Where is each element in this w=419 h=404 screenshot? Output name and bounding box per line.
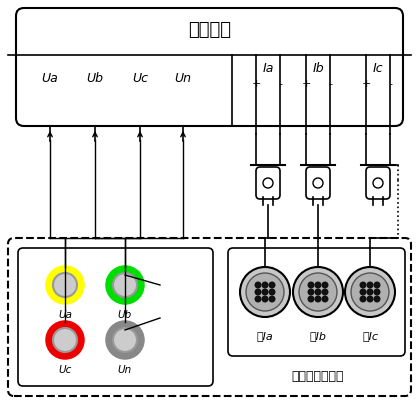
- Text: +: +: [361, 79, 371, 89]
- Circle shape: [360, 282, 366, 288]
- Circle shape: [240, 267, 290, 317]
- Circle shape: [299, 273, 337, 311]
- FancyBboxPatch shape: [306, 167, 330, 199]
- Circle shape: [53, 328, 77, 352]
- Text: Ub: Ub: [118, 310, 132, 320]
- Circle shape: [47, 267, 83, 303]
- Text: Ub: Ub: [86, 72, 103, 84]
- Text: Ua: Ua: [58, 310, 72, 320]
- FancyBboxPatch shape: [16, 8, 403, 126]
- Circle shape: [263, 178, 273, 188]
- Circle shape: [269, 289, 275, 295]
- FancyBboxPatch shape: [256, 167, 280, 199]
- Circle shape: [113, 273, 137, 297]
- Text: -: -: [388, 79, 392, 89]
- Circle shape: [262, 282, 268, 288]
- Text: 钓Ib: 钓Ib: [310, 331, 326, 341]
- Circle shape: [374, 289, 380, 295]
- Text: 被测设备: 被测设备: [189, 21, 232, 39]
- Text: Ia: Ia: [262, 61, 274, 74]
- FancyBboxPatch shape: [18, 248, 213, 386]
- FancyBboxPatch shape: [366, 167, 390, 199]
- FancyBboxPatch shape: [228, 248, 405, 356]
- Circle shape: [246, 273, 284, 311]
- Text: -: -: [328, 79, 332, 89]
- Circle shape: [360, 289, 366, 295]
- Circle shape: [315, 289, 321, 295]
- Circle shape: [269, 282, 275, 288]
- Circle shape: [315, 296, 321, 302]
- Circle shape: [308, 282, 314, 288]
- Circle shape: [322, 282, 328, 288]
- Text: Uc: Uc: [58, 365, 72, 375]
- Text: +: +: [301, 79, 310, 89]
- Text: 钓Ic: 钓Ic: [362, 331, 378, 341]
- Circle shape: [374, 296, 380, 302]
- Circle shape: [47, 322, 83, 358]
- FancyBboxPatch shape: [8, 238, 411, 396]
- Circle shape: [262, 296, 268, 302]
- Circle shape: [322, 296, 328, 302]
- Text: +: +: [251, 79, 261, 89]
- Text: Ua: Ua: [41, 72, 58, 84]
- Circle shape: [269, 296, 275, 302]
- Circle shape: [53, 273, 77, 297]
- Circle shape: [373, 178, 383, 188]
- Circle shape: [315, 282, 321, 288]
- Circle shape: [107, 267, 143, 303]
- Circle shape: [255, 289, 261, 295]
- Circle shape: [367, 282, 373, 288]
- Circle shape: [367, 289, 373, 295]
- Circle shape: [113, 328, 137, 352]
- Circle shape: [107, 322, 143, 358]
- Circle shape: [255, 282, 261, 288]
- Circle shape: [313, 178, 323, 188]
- Text: Uc: Uc: [132, 72, 148, 84]
- Text: Ib: Ib: [312, 61, 324, 74]
- Circle shape: [308, 296, 314, 302]
- Text: -: -: [278, 79, 282, 89]
- Circle shape: [293, 267, 343, 317]
- Text: 钓Ia: 钓Ia: [256, 331, 273, 341]
- Circle shape: [360, 296, 366, 302]
- Circle shape: [351, 273, 389, 311]
- Text: Un: Un: [174, 72, 191, 84]
- Text: Un: Un: [118, 365, 132, 375]
- Circle shape: [367, 296, 373, 302]
- Text: 电能质量分析仪: 电能质量分析仪: [292, 370, 344, 383]
- Circle shape: [255, 296, 261, 302]
- Circle shape: [345, 267, 395, 317]
- Text: Ic: Ic: [372, 61, 383, 74]
- Circle shape: [374, 282, 380, 288]
- Circle shape: [262, 289, 268, 295]
- Circle shape: [308, 289, 314, 295]
- Circle shape: [322, 289, 328, 295]
